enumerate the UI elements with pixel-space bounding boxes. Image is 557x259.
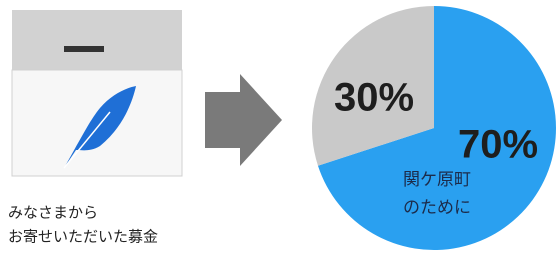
caption: みなさまから: [8, 204, 98, 222]
caption: お寄せいただいた募金: [8, 228, 158, 246]
slice-annotation: 関ケ原町: [403, 170, 471, 190]
slice-label: 30%: [334, 76, 414, 120]
infographic: みなさまから お寄せいただいた募金 70% 30% 関ケ原町のために: [0, 0, 557, 259]
box-slot: [64, 46, 104, 52]
box-top: [12, 10, 182, 70]
arrow: [205, 74, 282, 166]
slice-annotation: のために: [403, 198, 471, 218]
slice-label: 70%: [458, 123, 538, 167]
donation-box: [12, 10, 182, 176]
